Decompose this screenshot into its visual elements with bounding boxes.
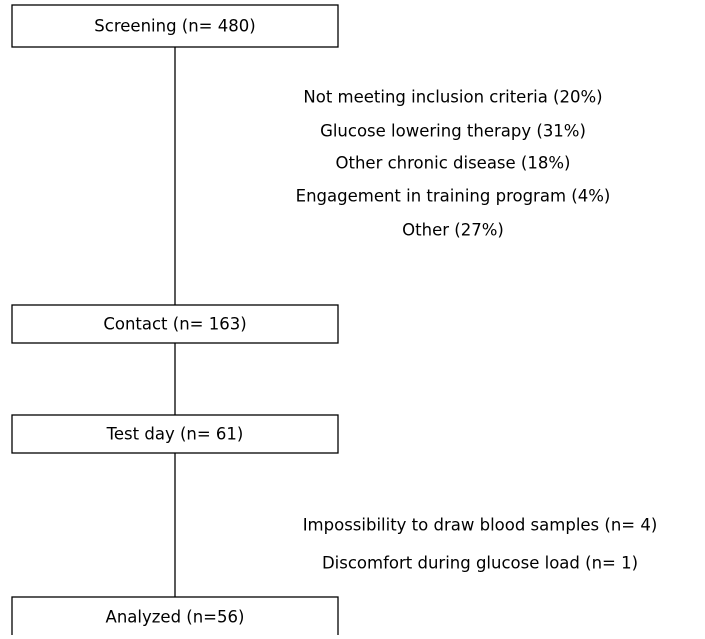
node-box	[11, 304, 339, 344]
node-box	[11, 4, 339, 48]
exclusion-note: Impossibility to draw blood samples (n= …	[303, 516, 658, 535]
exclusion-note: Not meeting inclusion criteria (20%)	[303, 88, 602, 107]
exclusion-note: Other chronic disease (18%)	[336, 154, 571, 173]
node-label: Contact (n= 163)	[103, 315, 246, 334]
node-box	[11, 596, 339, 639]
node-box	[11, 414, 339, 454]
node-label: Analyzed (n=56)	[106, 608, 245, 627]
exclusion-note: Glucose lowering therapy (31%)	[320, 122, 586, 141]
exclusion-note: Engagement in training program (4%)	[296, 187, 611, 206]
exclusion-note: Discomfort during glucose load (n= 1)	[322, 554, 638, 573]
node-label: Screening (n= 480)	[94, 17, 255, 36]
exclusion-note: Other (27%)	[402, 221, 504, 240]
node-label: Test day (n= 61)	[106, 425, 244, 444]
